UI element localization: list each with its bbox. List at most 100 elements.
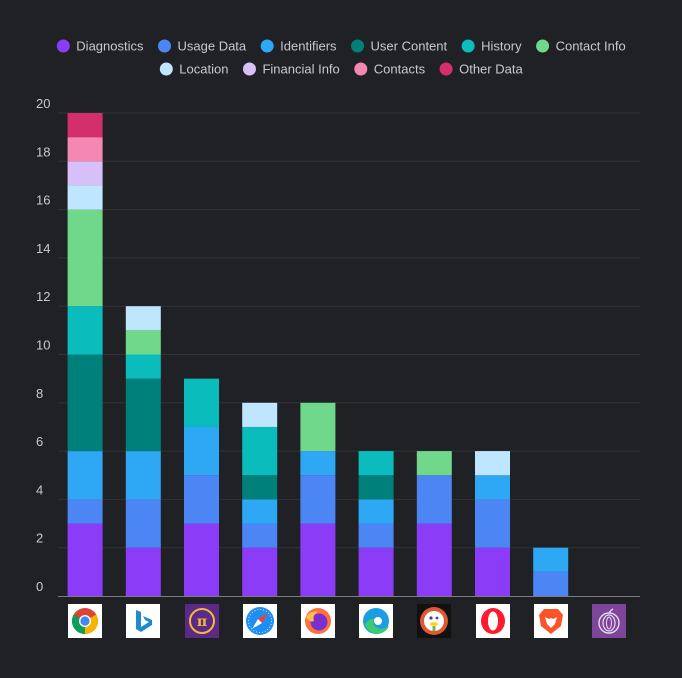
bar-segment-diagnostics[interactable]	[300, 523, 336, 596]
legend-label: Contact Info	[556, 39, 626, 54]
bar-stack-firefox	[300, 402, 336, 596]
legend-swatch	[536, 39, 550, 53]
legend-label: Other Data	[459, 62, 523, 77]
bar-segment-contact-info[interactable]	[67, 209, 103, 307]
brave-icon	[534, 604, 568, 638]
bar-segment-identifiers[interactable]	[184, 426, 219, 476]
legend-item-identifiers[interactable]: Identifiers	[260, 39, 337, 54]
bar-segment-user-content[interactable]	[67, 354, 103, 452]
bar-stack-edge	[358, 451, 394, 596]
edge-icon	[359, 604, 393, 638]
bar-segment-identifiers[interactable]	[533, 547, 569, 572]
bar-segment-history[interactable]	[125, 354, 161, 379]
bar-segment-usage-data[interactable]	[533, 571, 569, 596]
bar-segment-location[interactable]	[67, 185, 103, 210]
bar-segment-location[interactable]	[475, 451, 510, 476]
bar-segment-history[interactable]	[184, 378, 219, 427]
bar-segment-contact-info[interactable]	[416, 451, 452, 476]
y-tick-label: 2	[36, 531, 43, 546]
legend-label: Financial Info	[262, 62, 339, 77]
bar-segment-identifiers[interactable]	[242, 499, 278, 524]
legend-item-diagnostics[interactable]: Diagnostics	[56, 39, 144, 54]
bar-stack-opera	[475, 451, 510, 596]
y-tick-label: 16	[36, 193, 50, 208]
bar-segment-contact-info[interactable]	[125, 330, 161, 355]
legend-item-contact-info[interactable]: Contact Info	[536, 39, 626, 54]
y-tick-label: 18	[36, 144, 50, 159]
bar-segment-identifiers[interactable]	[475, 475, 510, 500]
bar-segment-usage-data[interactable]	[358, 523, 394, 548]
y-tick-label: 14	[36, 241, 50, 256]
y-tick-label: 8	[36, 386, 43, 401]
bar-segment-diagnostics[interactable]	[125, 547, 161, 596]
pi-browser-icon: π	[185, 604, 219, 638]
bar-segment-history[interactable]	[67, 306, 103, 355]
legend-item-financial-info[interactable]: Financial Info	[242, 62, 340, 77]
legend-swatch	[158, 39, 172, 53]
bar-segment-usage-data[interactable]	[416, 475, 452, 524]
y-tick-label: 6	[36, 434, 43, 449]
bar-segment-diagnostics[interactable]	[184, 523, 219, 596]
legend-swatch	[159, 62, 173, 76]
bar-segment-user-content[interactable]	[125, 378, 161, 452]
legend-label: Diagnostics	[76, 39, 144, 54]
firefox-icon	[301, 604, 335, 638]
bar-stack-pi-browser	[184, 378, 219, 596]
legend-item-location[interactable]: Location	[159, 62, 229, 77]
bar-segment-usage-data[interactable]	[184, 475, 219, 524]
bar-segment-contact-info[interactable]	[300, 402, 336, 452]
bar-segment-diagnostics[interactable]	[242, 547, 278, 596]
legend-label: Location	[179, 62, 228, 77]
bar-segment-usage-data[interactable]	[475, 499, 510, 548]
bar-segment-identifiers[interactable]	[358, 499, 394, 524]
bar-segment-diagnostics[interactable]	[358, 547, 394, 596]
bar-stack-duckduckgo	[416, 451, 452, 596]
opera-icon	[476, 604, 510, 638]
legend-swatch	[439, 62, 453, 76]
y-tick-label: 4	[36, 482, 43, 497]
bar-segment-identifiers[interactable]	[67, 451, 103, 500]
bar-segment-location[interactable]	[242, 402, 278, 427]
bar-segment-diagnostics[interactable]	[475, 547, 510, 596]
bar-segment-location[interactable]	[125, 306, 161, 331]
x-axis-browser-icons: π	[68, 604, 626, 638]
bars	[67, 113, 569, 596]
bar-segment-usage-data[interactable]	[67, 499, 103, 524]
legend-item-usage-data[interactable]: Usage Data	[158, 39, 247, 54]
legend-item-user-content[interactable]: User Content	[351, 39, 448, 54]
safari-icon	[243, 604, 277, 638]
bar-segment-diagnostics[interactable]	[416, 523, 452, 596]
y-axis-tick-labels: 0 2 4 6 8 10 12 14 16 18 20	[36, 96, 50, 594]
legend-swatch	[56, 39, 70, 53]
bing-icon	[126, 604, 160, 638]
bar-segment-contacts[interactable]	[67, 137, 103, 162]
bar-stack-bing	[125, 306, 161, 596]
bar-segment-usage-data[interactable]	[125, 499, 161, 548]
bar-segment-usage-data[interactable]	[242, 523, 278, 548]
legend-label: Contacts	[374, 62, 426, 77]
legend-item-history[interactable]: History	[461, 39, 522, 54]
chrome-icon	[68, 604, 102, 638]
bar-segment-other-data[interactable]	[67, 113, 103, 138]
bar-segment-identifiers[interactable]	[300, 451, 336, 476]
bar-stack-safari	[242, 402, 278, 596]
bar-segment-history[interactable]	[242, 426, 278, 476]
bar-segment-identifiers[interactable]	[125, 451, 161, 500]
bar-segment-history[interactable]	[358, 451, 394, 476]
legend-swatch	[242, 62, 256, 76]
legend-item-contacts[interactable]: Contacts	[354, 62, 426, 77]
duckduckgo-icon	[417, 604, 451, 638]
legend-item-other-data[interactable]: Other Data	[439, 62, 524, 77]
svg-text:π: π	[197, 614, 207, 630]
bar-segment-financial-info[interactable]	[67, 161, 103, 186]
bar-segment-user-content[interactable]	[242, 475, 278, 500]
bar-segment-usage-data[interactable]	[300, 475, 336, 524]
bar-segment-user-content[interactable]	[358, 475, 394, 500]
bar-stack-chrome	[67, 113, 103, 596]
tor-icon	[592, 604, 626, 638]
legend: Diagnostics Usage Data Identifiers User Con…	[56, 39, 626, 77]
bar-segment-diagnostics[interactable]	[67, 523, 103, 596]
legend-label: Usage Data	[178, 39, 247, 54]
